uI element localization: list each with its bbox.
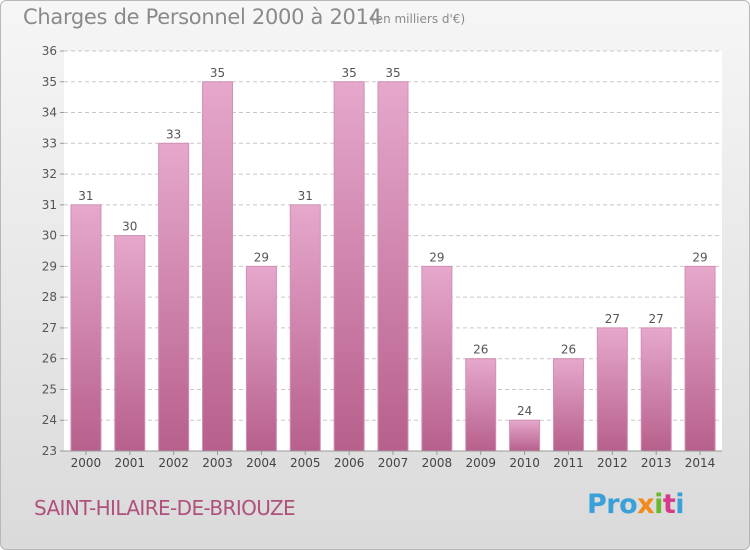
data-label: 30 xyxy=(122,220,137,234)
x-tick-label: 2013 xyxy=(641,456,672,470)
x-tick-label: 2004 xyxy=(246,456,277,470)
bar-2005 xyxy=(289,204,321,452)
bar-2013 xyxy=(640,327,672,452)
y-tick-label: 31 xyxy=(42,198,57,212)
proxiti-logo: Proxiti xyxy=(587,489,685,520)
bar-2000 xyxy=(70,204,102,452)
data-label: 24 xyxy=(517,404,532,418)
bar-2007 xyxy=(377,81,409,452)
y-tick-label: 24 xyxy=(42,413,57,427)
data-label: 29 xyxy=(254,250,269,264)
chart-title: Charges de Personnel 2000 à 2014 xyxy=(23,5,382,29)
x-tick-label: 2008 xyxy=(422,456,453,470)
data-label: 35 xyxy=(341,66,356,80)
x-tick-label: 2011 xyxy=(553,456,584,470)
x-tick-label: 2003 xyxy=(202,456,233,470)
y-tick-label: 32 xyxy=(42,167,57,181)
bar-2012 xyxy=(596,327,628,452)
y-tick-label: 29 xyxy=(42,259,57,273)
x-tick-label: 2009 xyxy=(465,456,496,470)
x-tick-label: 2005 xyxy=(290,456,321,470)
data-label: 33 xyxy=(166,127,181,141)
y-tick-label: 23 xyxy=(42,444,57,458)
y-tick-label: 34 xyxy=(42,106,57,120)
x-tick-label: 2007 xyxy=(378,456,409,470)
y-tick-label: 35 xyxy=(42,75,57,89)
data-label: 27 xyxy=(649,312,664,326)
y-tick-label: 25 xyxy=(42,382,57,396)
data-label: 31 xyxy=(298,189,313,203)
x-tick-label: 2010 xyxy=(509,456,540,470)
data-label: 35 xyxy=(385,66,400,80)
data-label: 29 xyxy=(429,250,444,264)
x-tick-label: 2012 xyxy=(597,456,628,470)
chart-subtitle: (en milliers d'€) xyxy=(371,12,466,26)
bar-2011 xyxy=(552,358,584,452)
y-tick-label: 27 xyxy=(42,321,57,335)
bar-2002 xyxy=(158,142,190,452)
bar-2003 xyxy=(202,81,234,452)
bar-2008 xyxy=(421,265,453,452)
bar-2010 xyxy=(509,419,541,452)
y-tick-label: 28 xyxy=(42,290,57,304)
data-label: 27 xyxy=(605,312,620,326)
x-tick-label: 2002 xyxy=(158,456,189,470)
bar-2009 xyxy=(465,358,497,452)
data-label: 29 xyxy=(692,250,707,264)
y-tick-label: 26 xyxy=(42,352,57,366)
bar-2014 xyxy=(684,265,716,452)
data-label: 35 xyxy=(210,66,225,80)
bar-2001 xyxy=(114,235,146,452)
town-name: SAINT-HILAIRE-DE-BRIOUZE xyxy=(34,496,296,520)
y-tick-label: 33 xyxy=(42,136,57,150)
x-tick-label: 2006 xyxy=(334,456,365,470)
bar-2004 xyxy=(245,265,277,452)
bar-2006 xyxy=(333,81,365,452)
x-tick-label: 2000 xyxy=(71,456,102,470)
data-label: 26 xyxy=(473,343,488,357)
y-tick-label: 36 xyxy=(42,44,57,58)
data-label: 26 xyxy=(561,343,576,357)
x-tick-label: 2014 xyxy=(685,456,716,470)
data-label: 31 xyxy=(78,189,93,203)
y-tick-label: 30 xyxy=(42,229,57,243)
x-tick-label: 2001 xyxy=(115,456,146,470)
